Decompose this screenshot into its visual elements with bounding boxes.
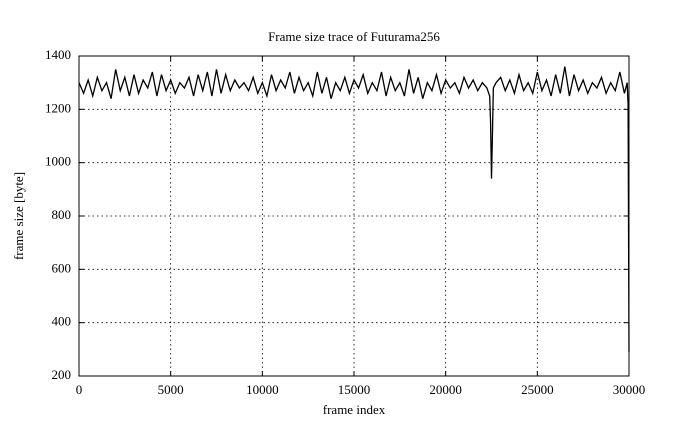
y-tick-label: 1000 <box>45 154 71 169</box>
y-axis-label: frame size [byte] <box>11 172 26 260</box>
y-tick-label: 400 <box>52 314 72 329</box>
x-axis-label: frame index <box>323 402 386 417</box>
x-tick-label: 5000 <box>158 382 184 397</box>
x-tick-label: 25000 <box>521 382 554 397</box>
y-tick-label: 200 <box>52 367 72 382</box>
y-tick-label: 1400 <box>45 47 71 62</box>
x-tick-label: 0 <box>76 382 83 397</box>
x-tick-label: 15000 <box>338 382 371 397</box>
x-tick-label: 20000 <box>429 382 462 397</box>
chart-title: Frame size trace of Futurama256 <box>268 29 440 44</box>
y-tick-label: 1200 <box>45 100 71 115</box>
y-tick-label: 800 <box>52 207 72 222</box>
y-tick-label: 600 <box>52 260 72 275</box>
x-tick-label: 30000 <box>613 382 646 397</box>
data-line <box>78 66 630 353</box>
x-tick-label: 10000 <box>246 382 279 397</box>
